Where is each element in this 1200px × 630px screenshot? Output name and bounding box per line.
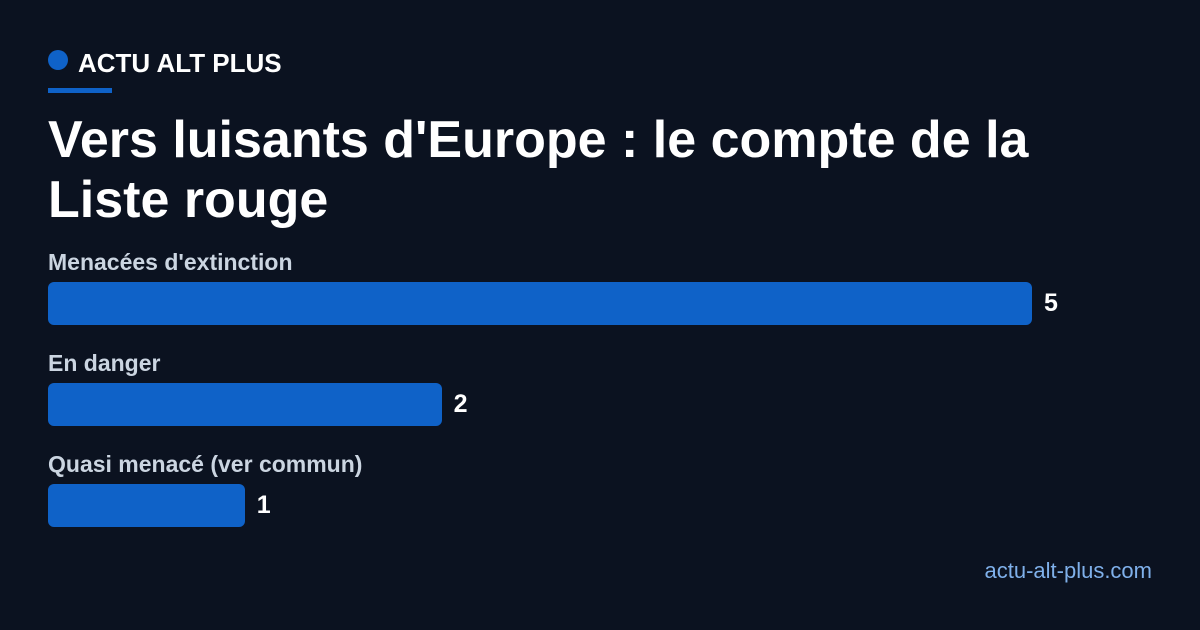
value-label: 2 (453, 390, 468, 418)
site-url: actu-alt-plus.com (984, 558, 1152, 583)
chart-title: Vers luisants d'Europe : le compte de la… (48, 111, 1029, 229)
bar (48, 383, 442, 426)
brand-dot (48, 50, 68, 70)
brand: ACTU ALT PLUS (78, 48, 282, 78)
value-label: 1 (256, 491, 271, 519)
category-label: Quasi menacé (ver commun) (48, 451, 363, 477)
bar (48, 282, 1032, 325)
category-label: Menacées d'extinction (48, 249, 293, 275)
value-label: 5 (1044, 289, 1058, 317)
category-label: En danger (48, 350, 161, 376)
bar (48, 484, 245, 527)
brand-rule (48, 88, 112, 93)
